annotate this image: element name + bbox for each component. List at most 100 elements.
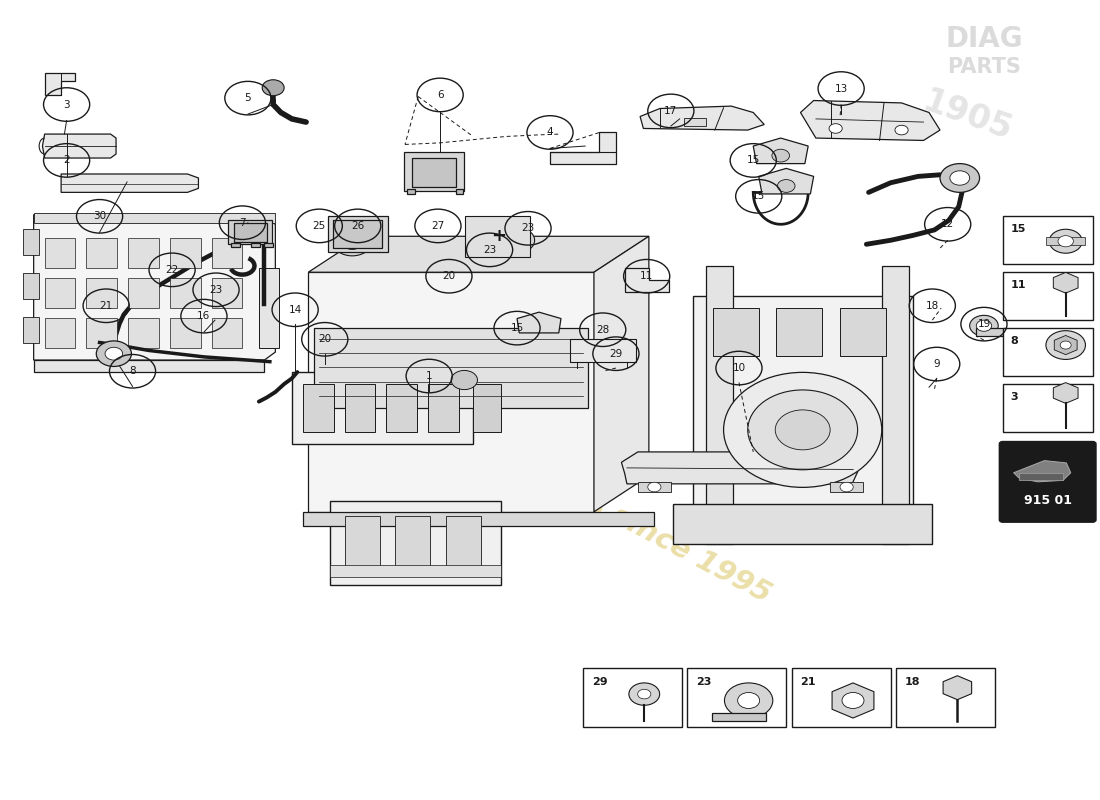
Circle shape	[776, 410, 830, 450]
Bar	[570, 339, 636, 362]
Bar	[211, 318, 242, 348]
Text: 5: 5	[244, 93, 251, 103]
Text: 23: 23	[696, 677, 712, 687]
Text: 21: 21	[801, 677, 816, 687]
Bar	[251, 242, 260, 246]
Circle shape	[106, 347, 122, 360]
Polygon shape	[517, 312, 561, 333]
Polygon shape	[594, 236, 649, 512]
Bar	[264, 242, 273, 246]
Polygon shape	[754, 138, 808, 164]
Text: 9: 9	[934, 359, 940, 369]
Bar	[446, 516, 481, 576]
Circle shape	[977, 320, 991, 331]
Bar	[777, 308, 823, 356]
Bar	[473, 384, 500, 432]
Polygon shape	[34, 360, 264, 372]
Circle shape	[738, 693, 760, 709]
Text: 15: 15	[752, 191, 766, 202]
Circle shape	[262, 80, 284, 96]
Text: 27: 27	[431, 221, 444, 231]
Polygon shape	[43, 134, 116, 158]
Circle shape	[725, 683, 773, 718]
Bar	[45, 238, 76, 268]
Bar	[792, 667, 891, 727]
Circle shape	[341, 234, 363, 250]
Text: 8: 8	[1010, 336, 1019, 346]
Text: 7: 7	[239, 218, 245, 228]
Text: 14: 14	[288, 305, 301, 314]
Polygon shape	[706, 266, 734, 544]
Text: 20: 20	[318, 334, 331, 344]
Bar	[395, 516, 430, 576]
Circle shape	[638, 690, 651, 699]
Bar	[673, 504, 933, 544]
Polygon shape	[882, 266, 910, 544]
Text: 19: 19	[977, 319, 991, 329]
Polygon shape	[34, 214, 275, 360]
Text: a passion for parts since 1995: a passion for parts since 1995	[324, 351, 776, 609]
Bar	[330, 566, 500, 578]
Circle shape	[1049, 230, 1082, 254]
Bar	[87, 318, 117, 348]
Bar	[411, 158, 455, 186]
Circle shape	[778, 179, 795, 192]
Bar	[211, 238, 242, 268]
Bar	[87, 238, 117, 268]
Text: 16: 16	[197, 311, 210, 321]
Text: 25: 25	[312, 221, 326, 231]
Polygon shape	[1054, 272, 1078, 293]
Bar	[128, 278, 158, 308]
Circle shape	[748, 390, 858, 470]
Circle shape	[772, 150, 790, 162]
Text: 6: 6	[437, 90, 443, 100]
Text: 30: 30	[94, 211, 106, 222]
Text: 15: 15	[747, 155, 760, 166]
Circle shape	[629, 683, 660, 706]
Bar	[228, 220, 272, 244]
Polygon shape	[302, 512, 654, 526]
Text: 20: 20	[442, 271, 455, 282]
Text: 17: 17	[664, 106, 678, 116]
FancyBboxPatch shape	[465, 216, 530, 258]
Bar	[344, 516, 380, 576]
Text: 1905: 1905	[918, 85, 1016, 147]
Text: 10: 10	[733, 363, 746, 373]
Bar	[302, 384, 333, 432]
Circle shape	[1060, 341, 1071, 349]
FancyBboxPatch shape	[999, 442, 1096, 522]
Polygon shape	[943, 676, 971, 700]
Bar	[896, 667, 994, 727]
Bar	[333, 220, 383, 248]
Text: +: +	[491, 227, 506, 246]
Text: 3: 3	[64, 99, 70, 110]
Text: 915 01: 915 01	[1024, 494, 1071, 507]
Bar	[712, 713, 767, 721]
Bar	[684, 118, 706, 126]
Polygon shape	[801, 101, 940, 141]
Bar	[128, 318, 158, 348]
Circle shape	[724, 372, 882, 487]
Circle shape	[842, 693, 864, 709]
Polygon shape	[832, 683, 873, 718]
Bar	[386, 384, 417, 432]
Polygon shape	[640, 106, 764, 130]
Polygon shape	[308, 272, 594, 512]
Circle shape	[1046, 330, 1086, 359]
Polygon shape	[1054, 335, 1077, 354]
Bar	[23, 273, 40, 298]
Text: 29: 29	[609, 349, 623, 358]
Polygon shape	[550, 133, 616, 164]
Bar	[128, 238, 158, 268]
Circle shape	[829, 124, 843, 134]
Bar	[330, 502, 500, 586]
Text: 28: 28	[596, 325, 609, 334]
Polygon shape	[1013, 461, 1070, 482]
Circle shape	[97, 341, 131, 366]
Bar	[344, 384, 375, 432]
Bar	[428, 384, 459, 432]
Text: 1: 1	[426, 371, 432, 381]
Bar	[23, 229, 40, 254]
Text: 22: 22	[165, 265, 178, 275]
Bar	[34, 213, 275, 222]
